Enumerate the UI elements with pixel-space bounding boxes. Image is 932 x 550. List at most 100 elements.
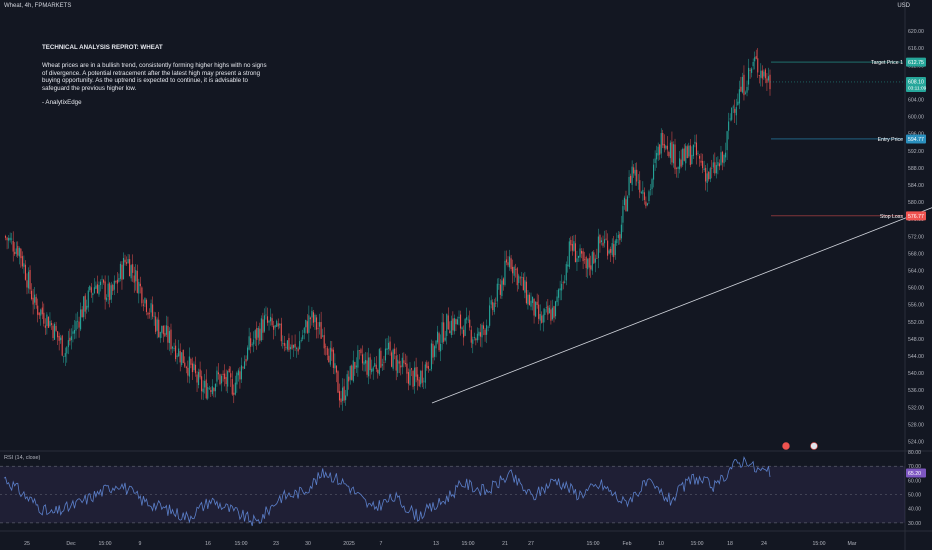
candle-body [504,260,506,285]
candle-body [92,293,94,296]
candle-body [254,330,256,339]
candle-body [726,131,728,151]
rsi-tick-label: 50.00 [908,493,921,499]
candle-body [391,352,393,367]
candle-body [72,331,74,334]
candle-body [250,338,252,347]
candle-body [700,160,702,163]
time-tick-label: 16 [205,541,211,547]
candle-body [734,108,736,113]
candle-body [740,86,742,92]
candle-body [282,343,284,344]
candle-body [757,58,759,73]
candle-body [731,107,733,120]
candle-body [558,289,560,298]
candle-body [669,142,671,159]
candle-body [80,309,82,330]
candle-body [314,314,316,323]
candle-body [193,363,195,371]
candle-body [179,351,181,363]
candle-body [75,321,77,331]
candle-body [524,280,526,293]
candle-body [253,339,255,345]
candle-body [219,374,221,385]
candle-body [381,364,383,366]
candle-body [156,319,158,331]
candle-body [211,386,213,395]
price-tick-label: 544.00 [908,354,924,360]
candle-body [277,323,279,327]
time-tick-label: 24 [761,541,767,547]
candle-body [93,287,95,293]
candle-body [155,316,157,332]
candle-body [622,206,624,223]
candle-body [289,347,292,350]
candle-body [588,257,590,268]
candle-body [116,279,118,284]
candle-body [577,255,580,258]
candle-body [455,319,457,325]
candle-body [67,340,69,348]
candle-body [748,67,750,85]
candle-body [446,313,448,336]
candle-body [633,167,635,174]
candle-body [142,304,144,306]
candle-body [418,379,420,386]
candle-body [427,366,429,369]
stop-loss-value-box [906,211,926,221]
candle-body [69,337,71,342]
candle-body [530,300,532,307]
candle-body [668,152,670,157]
candle-body [348,376,350,382]
candle-body [190,359,192,365]
price-tick-label: 536.00 [908,388,924,394]
candle-body [361,354,364,364]
candle-body [340,398,342,403]
candle-body [619,234,621,241]
candle-body [41,307,43,315]
candle-body [274,325,276,328]
candle-body [106,297,108,301]
candle-body [309,317,311,320]
candle-body [113,280,115,290]
candle-body [240,365,243,380]
candle-body [342,387,344,402]
candle-body [691,154,693,165]
time-tick-label: Dec [66,541,76,547]
candle-body [420,370,422,385]
price-tick-label: 620.00 [908,29,924,35]
candle-body [37,305,39,315]
candle-body [403,360,405,364]
price-tick-label: 532.00 [908,405,924,411]
candle-body [135,269,137,282]
candle-body [421,370,423,383]
candle-body [703,168,705,170]
candle-body [95,285,97,289]
candle-body [181,352,183,365]
candle-body [489,305,491,326]
candle-body [349,366,351,380]
candle-body [610,248,612,253]
candle-body [355,365,357,368]
candle-body [720,152,722,165]
rsi-last-box [906,468,926,478]
candle-body [334,363,336,369]
candle-body [702,160,704,169]
candle-body [11,238,13,240]
candle-body [368,357,370,377]
candle-body [369,357,371,371]
price-tick-label: 580.00 [908,200,924,206]
candle-body [23,263,25,267]
candle-body [657,146,659,156]
candle-body [479,332,482,337]
candle-body [392,349,394,369]
currency-label[interactable]: USD [897,3,910,9]
candle-body [706,173,708,184]
candle-body [170,329,172,350]
candle-body [424,364,426,383]
candle-body [148,313,151,314]
candle-body [435,340,437,349]
candle-body [665,145,667,149]
price-tick-label: 552.00 [908,320,924,326]
